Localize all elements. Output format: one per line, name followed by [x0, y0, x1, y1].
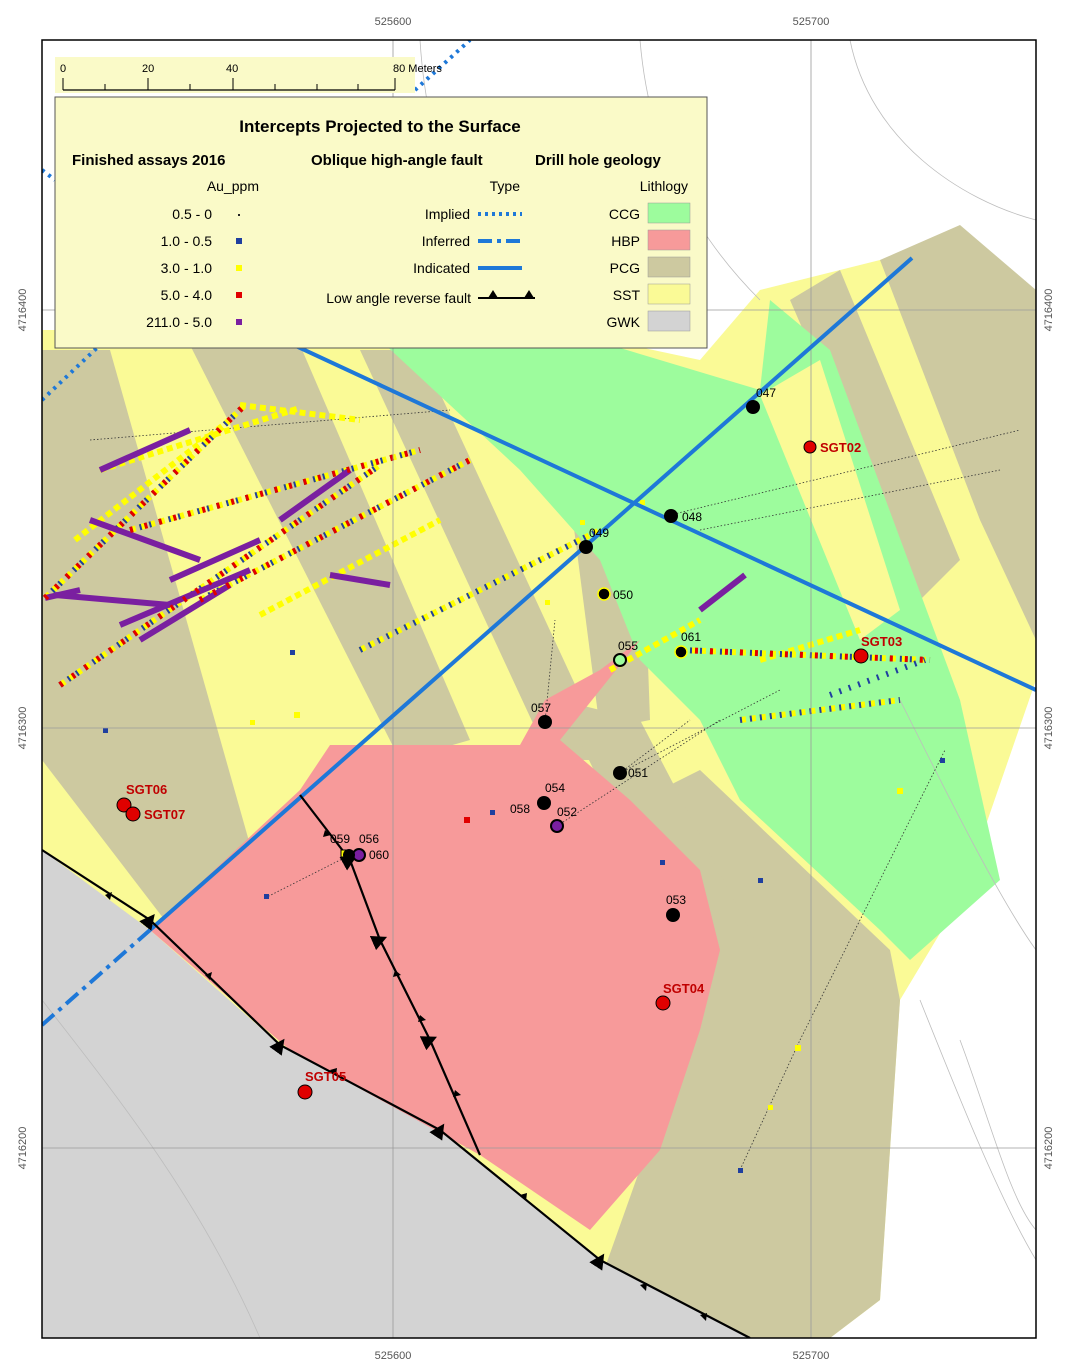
hole-label-052: 052 [557, 805, 577, 819]
legend-title: Intercepts Projected to the Surface [239, 117, 521, 136]
legend-fault-types: Implied Inferred Indicated Low angle rev… [326, 206, 535, 306]
geology-unit-label: SST [613, 287, 641, 303]
coord-top-2: 525700 [793, 16, 830, 28]
scale-tick-0: 0 [60, 63, 66, 75]
sgt-hole-sgt06[interactable]: SGT06 [116, 782, 167, 813]
unit-pcg-in-ccg [760, 360, 900, 640]
drill-hole-061[interactable]: 061 [674, 630, 701, 659]
hole-label-050: 050 [613, 588, 633, 602]
reverse-fault-label: Low angle reverse fault [326, 290, 471, 306]
legend-assays-field: Au_ppm [207, 178, 259, 194]
coord-right-1: 4716400 [1043, 289, 1055, 332]
legend-assay-classes: 0.5 - 0 1.0 - 0.5 3.0 - 1.0 5.0 - 4.0 21… [146, 206, 242, 330]
legend-assays-heading: Finished assays 2016 [72, 152, 225, 169]
hole-label-059: 059 [330, 832, 350, 846]
coord-left-1: 4716400 [17, 289, 29, 332]
drill-hole-collars: 047 048 049 050 055 061 057 051 054 058 … [330, 386, 776, 922]
legend-geology-heading: Drill hole geology [535, 152, 662, 169]
coord-bottom-2: 525700 [793, 1350, 830, 1362]
reverse-fault-main [42, 849, 751, 1338]
coord-left-3: 4716200 [17, 1127, 29, 1170]
coord-top-1: 525600 [375, 16, 412, 28]
sgt-hole-sgt04[interactable]: SGT04 [655, 981, 705, 1011]
assay-class-label: 1.0 - 0.5 [161, 233, 213, 249]
hole-label-055: 055 [618, 639, 638, 653]
hole-label-051: 051 [628, 766, 648, 780]
assay-class-label: 0.5 - 0 [172, 206, 212, 222]
map-frame: 047 048 049 050 055 061 057 051 054 058 … [42, 40, 1036, 1338]
drill-traces [89, 409, 1021, 1171]
legend-geology-units: CCG HBP PCG SST GWK [607, 202, 691, 332]
hole-label-061: 061 [681, 630, 701, 644]
hole-label-053: 053 [666, 893, 686, 907]
drill-hole-056[interactable]: 056 [352, 832, 379, 862]
hole-label-056: 056 [359, 832, 379, 846]
drill-hole-048[interactable]: 048 [664, 509, 702, 524]
hole-label-057: 057 [531, 701, 551, 715]
drill-hole-049[interactable]: 049 [579, 526, 609, 554]
assay-points [103, 500, 945, 1173]
legend-faults-field: Type [490, 178, 521, 194]
reverse-faults [42, 794, 751, 1338]
geology-unit-label: GWK [607, 314, 641, 330]
drill-hole-053[interactable]: 053 [666, 893, 686, 922]
fault-type-label: Indicated [413, 260, 470, 276]
drill-hole-058: 058 [510, 802, 530, 816]
fault-indicated-nw [239, 318, 1036, 692]
sgt-label-sgt07: SGT07 [144, 807, 185, 822]
drill-hole-051[interactable]: 051 [613, 766, 648, 780]
sgt-label-sgt05: SGT05 [305, 1069, 346, 1084]
fault-type-label: Implied [425, 206, 470, 222]
scale-bar: 0 20 40 80 Meters [55, 57, 442, 93]
high-angle-faults [42, 40, 1036, 1027]
geology-unit-label: HBP [611, 233, 640, 249]
scale-tick-20: 20 [142, 63, 154, 75]
drill-hole-052[interactable]: 052 [550, 805, 577, 833]
drill-hole-054[interactable]: 054 [537, 781, 565, 810]
scale-tick-40: 40 [226, 63, 238, 75]
legend-geology-field: Lithlogy [640, 178, 688, 194]
reverse-fault-secondary [299, 794, 482, 1156]
assay-intercepts [42, 402, 931, 723]
coord-right-2: 4716300 [1043, 707, 1055, 750]
sgt-holes: SGT02 SGT03 SGT04 SGT05 SGT06 SGT07 [116, 440, 902, 1100]
sgt-hole-sgt02[interactable]: SGT02 [803, 440, 861, 455]
fault-implied-upper-left [42, 168, 57, 182]
drill-hole-047[interactable]: 047 [746, 386, 776, 414]
hole-label-060: 060 [369, 848, 389, 862]
assay-class-label: 211.0 - 5.0 [146, 314, 212, 330]
sgt-label-sgt02: SGT02 [820, 440, 861, 455]
coord-right-3: 4716200 [1043, 1127, 1055, 1170]
sgt-hole-sgt07[interactable]: SGT07 [125, 806, 185, 822]
sgt-label-sgt06: SGT06 [126, 782, 167, 797]
fault-type-label: Inferred [422, 233, 470, 249]
legend: Intercepts Projected to the Surface Fini… [54, 96, 708, 349]
sgt-label-sgt04: SGT04 [663, 981, 705, 996]
assay-class-label: 3.0 - 1.0 [161, 260, 213, 276]
hole-label-058: 058 [510, 802, 530, 816]
drill-hole-057[interactable]: 057 [531, 701, 552, 729]
sgt-label-sgt03: SGT03 [861, 634, 902, 649]
scale-tick-80: 80 Meters [393, 63, 442, 75]
coordinate-labels: 525600 525700 525600 525700 4716400 4716… [17, 16, 1055, 1362]
geology-unit-label: CCG [609, 206, 640, 222]
coord-bottom-1: 525600 [375, 1350, 412, 1362]
assay-class-label: 5.0 - 4.0 [161, 287, 213, 303]
coord-left-2: 4716300 [17, 707, 29, 750]
fault-implied-left [42, 343, 102, 402]
hole-label-048: 048 [682, 510, 702, 524]
hole-label-054: 054 [545, 781, 565, 795]
hole-label-047: 047 [756, 386, 776, 400]
drill-hole-055[interactable]: 055 [613, 639, 638, 667]
fault-inferred-sw [42, 928, 152, 1027]
fault-indicated-ne [148, 256, 914, 932]
sgt-hole-sgt03[interactable]: SGT03 [853, 634, 902, 664]
sgt-hole-sgt05[interactable]: SGT05 [297, 1069, 346, 1100]
drill-hole-050[interactable]: 050 [597, 587, 633, 602]
legend-faults-heading: Oblique high-angle fault [311, 152, 483, 169]
drill-hole-060: 060 [343, 848, 389, 862]
geology-unit-label: PCG [610, 260, 640, 276]
hole-label-049: 049 [589, 526, 609, 540]
